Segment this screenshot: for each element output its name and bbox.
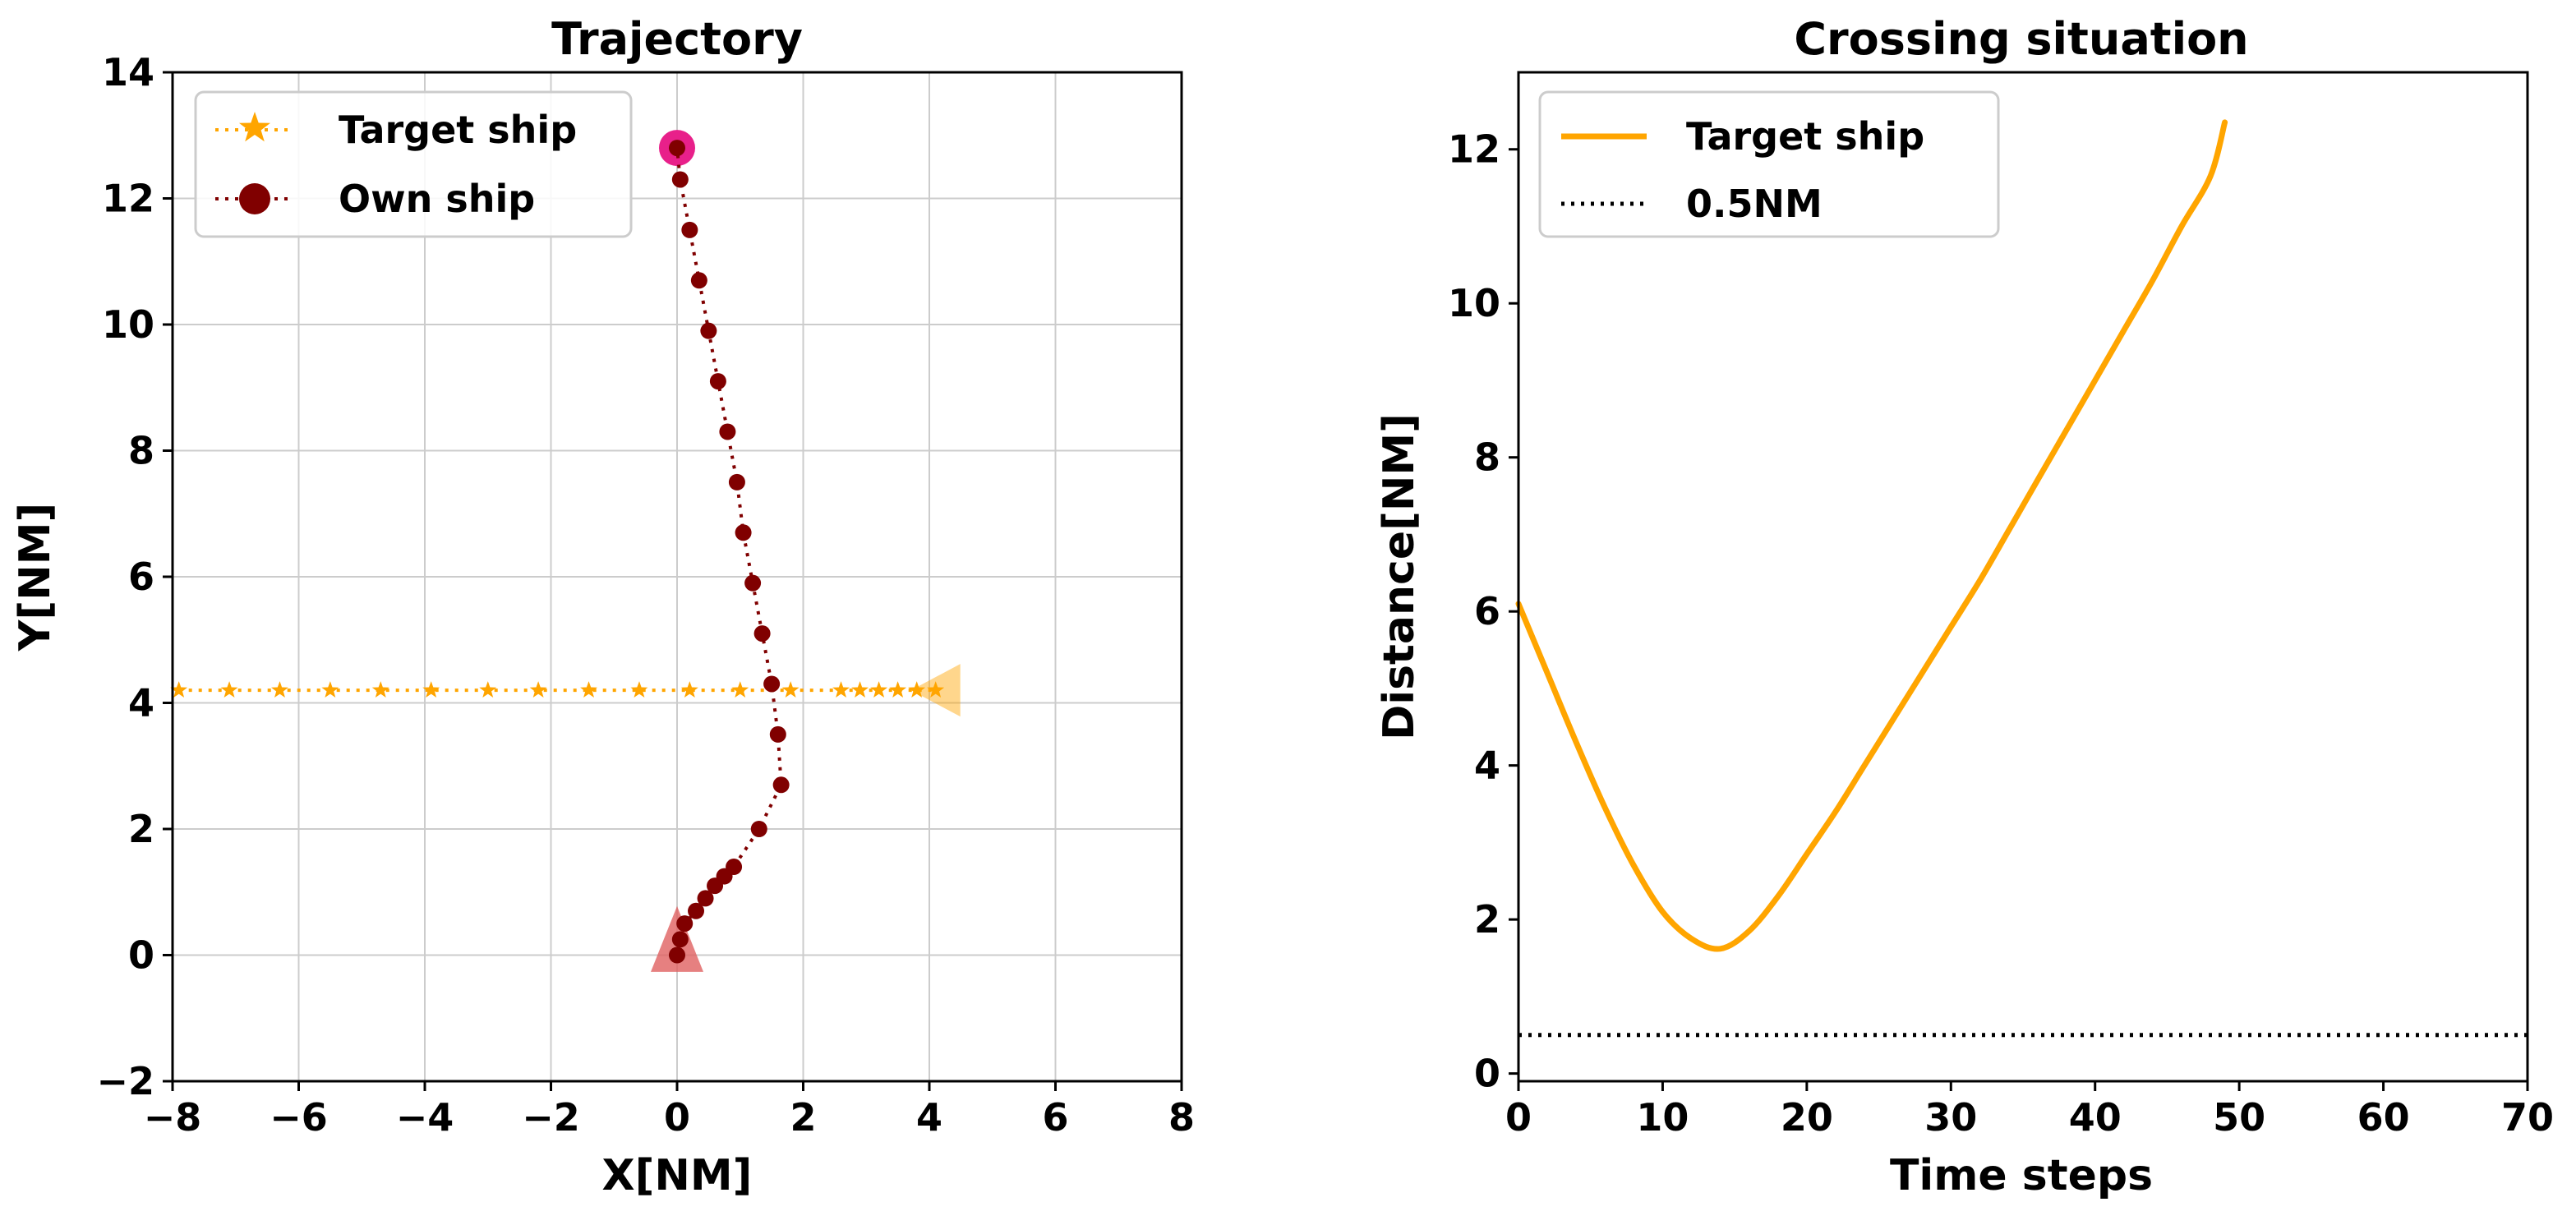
own-ship-point xyxy=(750,821,767,837)
crossing-legend-box xyxy=(1538,90,2000,238)
x-tick-label: 6 xyxy=(1042,1095,1068,1140)
own-ship-point xyxy=(681,221,698,238)
y-tick-label: 4 xyxy=(128,681,154,725)
target-distance-line xyxy=(1515,119,2228,952)
target-ship-point xyxy=(908,681,926,698)
trajectory-legend-box xyxy=(194,90,633,238)
own-ship-point xyxy=(671,171,689,188)
trajectory-legend: Target ship Own ship xyxy=(194,90,633,238)
y-tick-label: 6 xyxy=(128,555,154,599)
y-tick-label: 12 xyxy=(102,177,154,221)
crossing-chart: Crossing situation 0 10 20 30 40 50 60 70 0 2 4 6 8 1… xyxy=(1375,13,2554,1200)
x-tick-label: 0 xyxy=(664,1095,690,1140)
own-ship-point xyxy=(726,859,743,876)
target-ship-point xyxy=(170,681,188,698)
x-tick-label: 0 xyxy=(1505,1095,1532,1140)
crossing-ticks: 0 10 20 30 40 50 60 70 0 2 4 6 8 10 12 xyxy=(1448,127,2554,1140)
x-tick-label: 4 xyxy=(916,1095,942,1140)
y-tick-label: 8 xyxy=(128,429,154,473)
x-tick-label: −8 xyxy=(144,1095,202,1140)
own-ship-point xyxy=(709,373,726,390)
own-ship-point xyxy=(763,675,781,693)
target-ship-point xyxy=(371,681,389,698)
target-ship-point xyxy=(271,681,288,698)
target-ship-point xyxy=(870,681,888,698)
trajectory-ylabel: Y[NM] xyxy=(11,503,60,652)
target-ship-point xyxy=(781,681,800,698)
target-ship-point xyxy=(731,681,749,698)
target-ship-point xyxy=(630,681,648,698)
own-ship-point xyxy=(676,915,694,933)
y-tick-label: 14 xyxy=(102,50,154,94)
target-ship-point xyxy=(832,681,850,698)
target-ship-point xyxy=(580,681,597,698)
target-ship-point xyxy=(220,681,238,698)
legend-target-distance-label: Target ship xyxy=(1686,114,1924,159)
x-tick-label: 8 xyxy=(1168,1095,1195,1140)
trajectory-title: Trajectory xyxy=(551,13,803,65)
circle-icon xyxy=(239,183,270,214)
y-tick-label: 6 xyxy=(1474,589,1500,633)
own-ship-point xyxy=(719,423,736,440)
y-tick-label: 2 xyxy=(128,807,154,851)
x-tick-label: 40 xyxy=(2069,1095,2122,1140)
own-ship-point xyxy=(769,725,786,743)
x-tick-label: 70 xyxy=(2501,1095,2554,1140)
own-ship-point xyxy=(744,574,762,592)
x-tick-label: −2 xyxy=(522,1095,580,1140)
x-tick-label: 50 xyxy=(2213,1095,2265,1140)
y-tick-label: 10 xyxy=(1448,281,1500,325)
own-ship-point xyxy=(728,473,745,490)
target-ship-point xyxy=(529,681,547,698)
x-tick-label: 2 xyxy=(790,1095,816,1140)
legend-target-label: Target ship xyxy=(339,108,577,152)
x-tick-label: 10 xyxy=(1636,1095,1689,1140)
crossing-axes-frame xyxy=(1517,71,2529,1083)
target-ship-point xyxy=(851,681,869,698)
crossing-ylabel: Distance[NM] xyxy=(1375,413,1424,740)
y-tick-label: 12 xyxy=(1448,127,1500,172)
trajectory-ticks: −8 −6 −4 −2 0 2 4 6 8 −2 0 2 4 6 8 10 12 14 xyxy=(96,50,1195,1140)
own-ship-point xyxy=(669,946,685,964)
own-ship-point xyxy=(735,524,752,541)
target-ship-point xyxy=(889,681,907,698)
y-tick-label: 0 xyxy=(1474,1052,1500,1096)
x-tick-label: 20 xyxy=(1781,1095,1833,1140)
own-ship-point xyxy=(753,625,771,642)
y-tick-label: 4 xyxy=(1474,744,1500,788)
crossing-xlabel: Time steps xyxy=(1890,1151,2153,1200)
own-ship-point xyxy=(697,890,714,907)
own-ship-point xyxy=(772,776,790,794)
own-ship-point xyxy=(690,272,707,289)
crossing-series xyxy=(1515,119,2528,1038)
own-ship-point xyxy=(669,140,685,157)
trajectory-chart: Trajectory −8 −6 −4 −2 0 2 4 6 8 −2 0 2 4 6 8 10 12 14 X[… xyxy=(11,13,1195,1200)
trajectory-xlabel: X[NM] xyxy=(602,1151,753,1200)
y-tick-label: 8 xyxy=(1474,435,1500,480)
star-icon xyxy=(239,112,270,142)
x-tick-label: 30 xyxy=(1924,1095,1977,1140)
y-tick-label: 0 xyxy=(128,933,154,978)
own-ship-point xyxy=(700,322,717,339)
crossing-legend: Target ship 0.5NM xyxy=(1538,90,2000,238)
legend-threshold-label: 0.5NM xyxy=(1686,182,1823,226)
trajectory-series xyxy=(170,130,961,972)
own-ship-point xyxy=(671,931,689,948)
x-tick-label: 60 xyxy=(2357,1095,2410,1140)
own-ship-point xyxy=(688,902,705,919)
target-ship-point xyxy=(479,681,497,698)
target-ship-point xyxy=(680,681,698,698)
x-tick-label: −6 xyxy=(270,1095,328,1140)
target-ship-point xyxy=(422,681,440,698)
legend-own-label: Own ship xyxy=(339,177,535,221)
trajectory-plot-area xyxy=(170,130,961,972)
x-tick-label: −4 xyxy=(396,1095,454,1140)
y-tick-label: 10 xyxy=(102,302,154,347)
crossing-title: Crossing situation xyxy=(1794,13,2248,65)
target-ship-point xyxy=(927,681,945,698)
y-tick-label: 2 xyxy=(1474,897,1500,942)
y-tick-label: −2 xyxy=(96,1059,154,1103)
target-ship-point xyxy=(321,681,339,698)
